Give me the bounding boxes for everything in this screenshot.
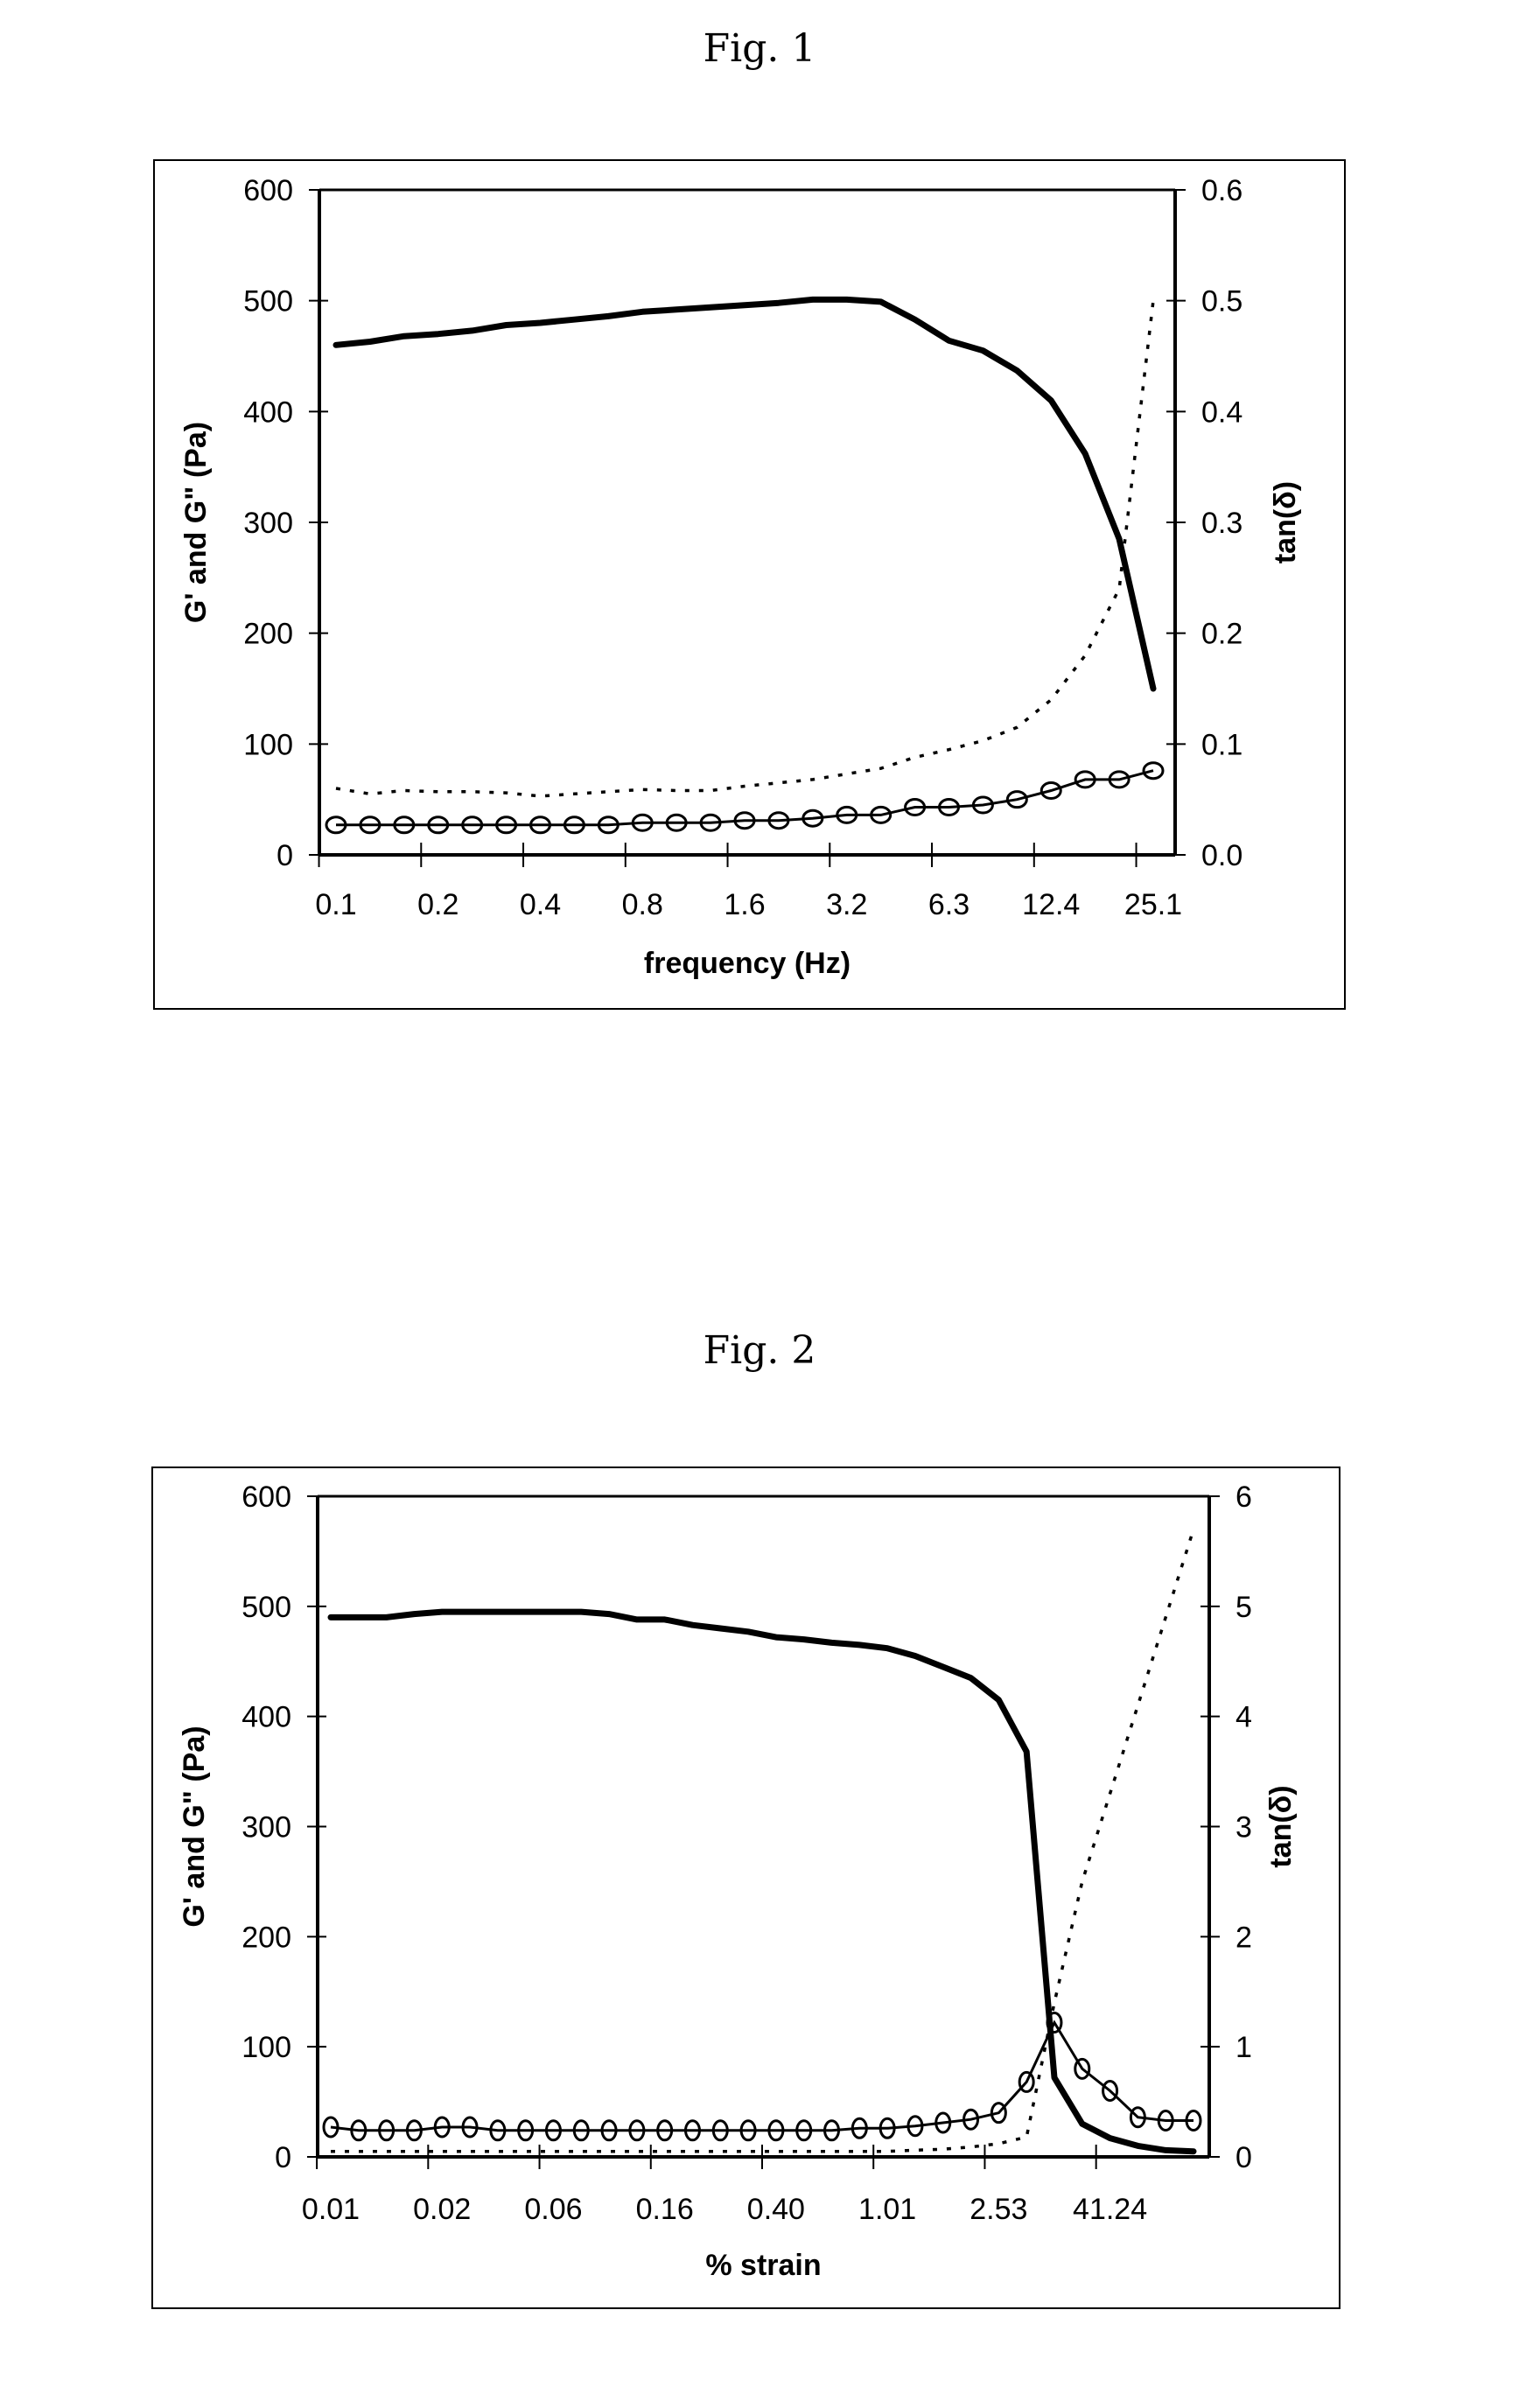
x-axis-title: frequency (Hz) [644,947,850,980]
y2-tick-label: 0.5 [1201,285,1242,318]
y2-axis-title: tan(δ) [1264,1785,1298,1867]
y-tick-label: 200 [242,1921,291,1954]
y2-tick-label: 5 [1236,1591,1252,1624]
y-tick-label: 0 [276,839,293,872]
chart-frame [154,160,1345,1009]
x-tick-label: 3.2 [826,888,867,921]
y-tick-label: 500 [243,285,293,318]
x-tick-label: 0.02 [413,2193,471,2226]
series-g-prime-line [331,1612,1194,2152]
x-tick-label: 0.2 [417,888,458,921]
x-tick-label: 0.01 [302,2193,360,2226]
chart-figure-2: 0 100 200 300 400 500 600 0 1 2 3 4 5 6 0.01 0.02 0.06 0.… [152,1467,1340,2308]
y-tick-label: 600 [243,174,293,207]
y2-tick-label: 0 [1236,2141,1252,2174]
series-g-double-prime-line [336,771,1153,825]
y2-tick-label: 0.1 [1201,728,1242,761]
x-tick-label: 0.16 [636,2193,694,2226]
x-tick-label: 6.3 [928,888,970,921]
chart-canvas: 01002003004005006000.00.10.20.30.40.50.6… [0,0,1519,2408]
y-tick-label: 200 [243,618,293,651]
x-tick-label: 0.06 [524,2193,582,2226]
y-tick-label: 500 [242,1591,291,1624]
y-tick-label: 0 [275,2141,291,2174]
y-tick-label: 300 [243,507,293,540]
y-tick-label: 600 [242,1480,291,1514]
y-tick-label: 100 [243,728,293,761]
chart-figure-1: 0 100 200 300 400 500 600 0.0 0.1 0.2 0.3 0.4 0.5 0.6… [154,160,1345,1009]
y-tick-label: 400 [242,1701,291,1734]
y2-tick-label: 0.2 [1201,618,1242,651]
x-tick-label: 0.4 [520,888,561,921]
x-tick-label: 0.40 [747,2193,805,2226]
x-tick-label: 1.6 [724,888,765,921]
series-g-prime-line [336,299,1153,689]
x-axis-title: % strain [705,2249,821,2282]
y-tick-label: 300 [242,1811,291,1844]
series-tan-delta-line [336,301,1153,796]
y2-tick-label: 4 [1236,1701,1252,1734]
y2-tick-label: 0.3 [1201,507,1242,540]
x-tick-label: 0.8 [622,888,663,921]
y2-tick-label: 2 [1236,1921,1252,1954]
y2-tick-label: 1 [1236,2031,1252,2064]
y-tick-label: 400 [243,396,293,429]
y2-tick-label: 3 [1236,1811,1252,1844]
y2-tick-label: 0.6 [1201,174,1242,207]
y-axis-title: G' and G" (Pa) [179,422,213,623]
x-tick-label: 41.24 [1073,2193,1147,2226]
chart-frame [152,1467,1340,2308]
y2-tick-label: 0.0 [1201,839,1242,872]
y2-tick-label: 0.4 [1201,396,1242,429]
y-tick-label: 100 [242,2031,291,2064]
y2-axis-title: tan(δ) [1269,481,1302,564]
series-tan-delta-line [331,1530,1194,2152]
x-tick-label: 12.4 [1022,888,1080,921]
x-tick-label: 2.53 [970,2193,1027,2226]
x-tick-label: 0.1 [315,888,356,921]
y2-tick-label: 6 [1236,1480,1252,1514]
x-tick-label: 1.01 [858,2193,916,2226]
y-axis-title: G' and G" (Pa) [178,1726,211,1927]
x-tick-label: 25.1 [1124,888,1182,921]
series-g-double-prime-line [331,2023,1194,2131]
